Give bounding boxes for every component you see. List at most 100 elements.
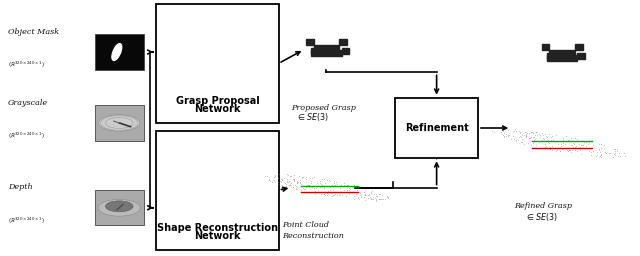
Point: [330, 183, 340, 187]
Point: [335, 183, 346, 187]
Point: [316, 182, 326, 186]
Point: [310, 189, 321, 193]
Circle shape: [158, 55, 172, 60]
Point: [559, 142, 570, 146]
Point: [269, 175, 280, 179]
FancyBboxPatch shape: [547, 56, 577, 61]
Point: [280, 181, 291, 185]
Point: [273, 182, 284, 186]
Point: [596, 146, 606, 150]
Point: [511, 138, 521, 142]
Point: [356, 194, 367, 198]
Point: [359, 190, 369, 194]
Point: [566, 143, 576, 147]
Point: [538, 135, 548, 140]
Circle shape: [184, 43, 198, 49]
FancyBboxPatch shape: [575, 44, 582, 50]
Point: [596, 142, 606, 146]
Point: [378, 197, 388, 201]
Point: [295, 181, 305, 185]
Point: [560, 139, 570, 143]
Point: [570, 145, 580, 149]
Point: [520, 130, 530, 134]
Point: [547, 148, 557, 152]
Point: [516, 140, 526, 144]
FancyBboxPatch shape: [577, 53, 585, 59]
Circle shape: [264, 138, 276, 143]
Point: [319, 192, 330, 196]
Point: [562, 148, 572, 152]
Circle shape: [106, 201, 133, 212]
Point: [521, 134, 531, 138]
Bar: [156, 131, 278, 250]
Point: [596, 142, 607, 146]
Point: [375, 197, 385, 201]
FancyBboxPatch shape: [541, 44, 549, 50]
Circle shape: [237, 43, 250, 49]
Text: Object Mask: Object Mask: [8, 28, 59, 36]
Point: [557, 136, 568, 141]
Bar: [95, 105, 144, 141]
Point: [297, 184, 307, 188]
Point: [278, 180, 289, 184]
Point: [578, 143, 588, 147]
Point: [531, 133, 541, 137]
Point: [611, 153, 621, 157]
Point: [310, 186, 321, 190]
Point: [556, 142, 566, 146]
Circle shape: [264, 170, 276, 175]
Point: [289, 178, 300, 182]
Point: [551, 133, 561, 137]
Point: [262, 174, 272, 178]
FancyBboxPatch shape: [547, 53, 554, 59]
Point: [582, 142, 593, 146]
Point: [327, 183, 337, 187]
Point: [291, 187, 301, 191]
Point: [285, 183, 295, 187]
Circle shape: [158, 159, 172, 165]
Point: [554, 146, 564, 150]
Point: [369, 195, 379, 199]
Circle shape: [184, 170, 198, 175]
Point: [591, 153, 602, 157]
Circle shape: [158, 33, 172, 38]
Point: [595, 154, 605, 158]
Text: Depth: Depth: [8, 184, 33, 191]
Point: [556, 144, 566, 148]
Point: [503, 128, 513, 132]
Point: [620, 154, 630, 158]
Point: [383, 196, 394, 200]
Point: [329, 193, 339, 197]
Point: [305, 176, 316, 180]
Point: [614, 151, 625, 155]
Point: [330, 192, 340, 196]
Bar: [95, 190, 144, 226]
Text: Reconstruction: Reconstruction: [282, 232, 344, 240]
Point: [264, 175, 274, 179]
Circle shape: [158, 203, 172, 208]
Point: [332, 193, 342, 197]
Point: [348, 185, 358, 189]
Point: [508, 137, 518, 141]
Point: [524, 141, 534, 145]
Circle shape: [158, 22, 172, 27]
Point: [499, 133, 509, 137]
Point: [375, 192, 385, 196]
Point: [545, 145, 556, 149]
Circle shape: [184, 204, 198, 209]
Point: [543, 137, 554, 142]
Circle shape: [99, 115, 140, 131]
Point: [497, 132, 507, 136]
Point: [298, 175, 308, 179]
Point: [306, 179, 316, 183]
Point: [525, 136, 535, 140]
Point: [316, 179, 326, 183]
Point: [343, 183, 353, 187]
Point: [360, 198, 370, 202]
Point: [538, 133, 548, 137]
Point: [550, 146, 560, 150]
Point: [291, 184, 301, 188]
Point: [541, 135, 552, 139]
Circle shape: [211, 68, 224, 73]
Circle shape: [158, 65, 172, 70]
